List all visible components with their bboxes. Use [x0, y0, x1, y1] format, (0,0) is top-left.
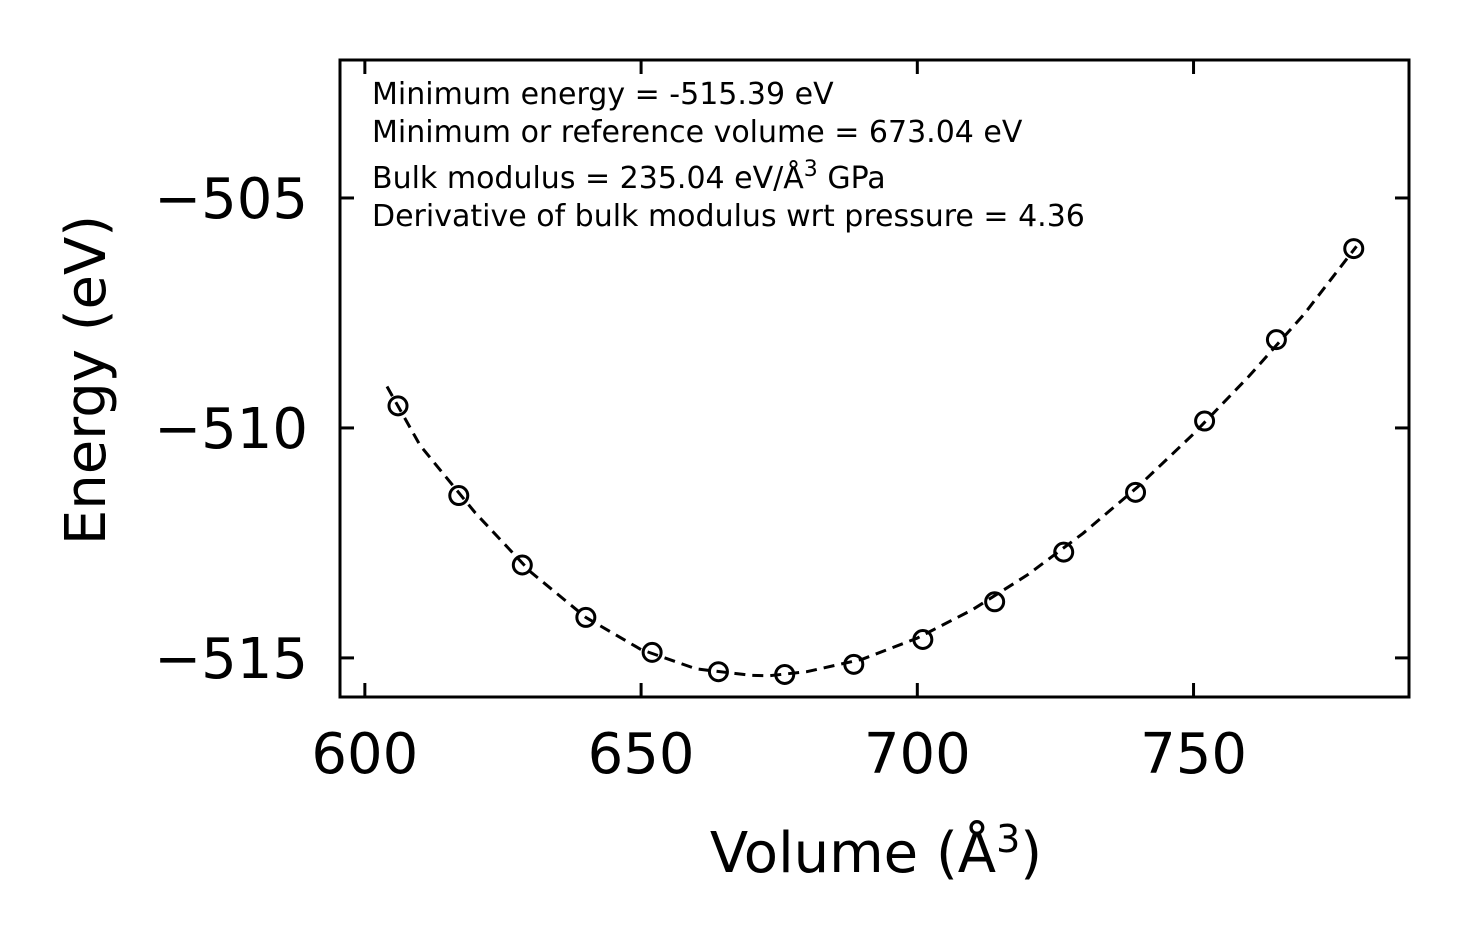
annotation-derivative: Derivative of bulk modulus wrt pressure …: [372, 199, 1085, 234]
y-axis-ticks: −505 −510 −515: [154, 167, 1409, 692]
data-point: [774, 663, 796, 685]
data-point: [641, 641, 663, 663]
data-point: [387, 395, 409, 417]
annotation-bulk-modulus-prefix: Bulk modulus = 235.04 eV/Å: [372, 160, 804, 196]
annotation-min-energy: Minimum energy = -515.39 eV: [372, 77, 834, 112]
data-point: [843, 653, 865, 675]
x-tick-label: 750: [1140, 722, 1247, 787]
y-tick-label: −505: [154, 167, 308, 232]
annotation-bulk-modulus-sup: 3: [804, 157, 818, 182]
x-axis-label-unit-suffix: ): [1020, 821, 1042, 886]
x-axis-label-space: [918, 821, 936, 886]
annotation-min-volume: Minimum or reference volume = 673.04 eV: [372, 115, 1023, 150]
data-point: [448, 485, 470, 507]
data-point: [1053, 541, 1075, 563]
annotation-bulk-modulus-suffix: GPa: [818, 161, 886, 196]
y-tick-label: −510: [154, 397, 308, 462]
y-tick-label: −515: [154, 627, 308, 692]
data-point: [984, 591, 1006, 613]
x-axis-label: Volume (Å3): [710, 817, 1042, 886]
data-point: [575, 606, 597, 628]
data-point: [1343, 238, 1365, 260]
data-point: [511, 554, 533, 576]
x-axis-ticks: 600 650 700 750: [311, 60, 1247, 787]
x-axis-label-unit-sup: 3: [996, 817, 1020, 861]
data-point: [1125, 481, 1147, 503]
y-axis-label: Energy (eV): [54, 215, 119, 545]
x-axis-label-text: Volume: [710, 821, 918, 886]
data-points: [387, 238, 1365, 685]
annotation-bulk-modulus: Bulk modulus = 235.04 eV/Å3 GPa: [372, 157, 886, 196]
data-point: [1194, 410, 1216, 432]
x-axis-label-unit-prefix: (Å: [936, 820, 996, 886]
x-tick-label: 700: [864, 722, 971, 787]
data-point: [1265, 329, 1287, 351]
plot-frame: [338, 58, 1411, 699]
data-point: [912, 629, 934, 651]
x-tick-label: 600: [311, 722, 418, 787]
fit-curve: [385, 245, 1358, 678]
x-tick-label: 650: [588, 722, 695, 787]
data-point: [707, 661, 729, 683]
